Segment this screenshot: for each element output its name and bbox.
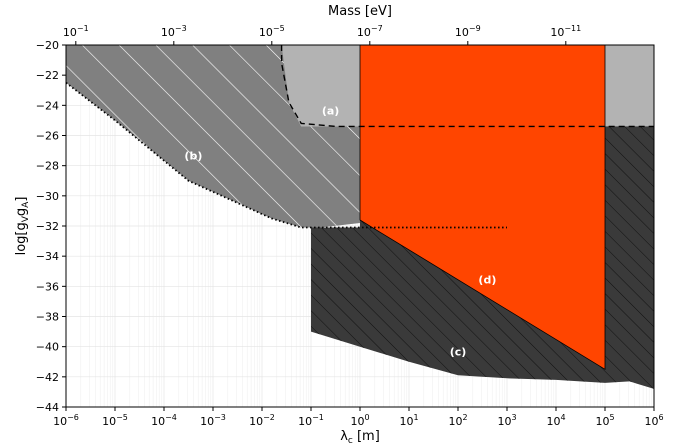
top-tick-label: 10−3 bbox=[161, 24, 187, 39]
x-axis-title: λc [m] bbox=[340, 429, 380, 446]
top-axis: 10−1 10−3 10−5 10−7 10−9 10−11 bbox=[63, 24, 581, 45]
top-tick-label: 10−11 bbox=[550, 24, 581, 39]
y-tick-label: −34 bbox=[36, 250, 59, 263]
region-1 bbox=[605, 45, 654, 127]
boundary-lines bbox=[66, 45, 654, 229]
x-tick-label: 104 bbox=[546, 413, 565, 428]
y-tick-label: −38 bbox=[36, 311, 59, 324]
y-axis: −20 −22 −24 −26 −28 −30 −32 −34 −36 −38 −40 −42 −44 bbox=[36, 39, 66, 414]
y-tick-label: −26 bbox=[36, 130, 59, 143]
top-tick-label: 10−5 bbox=[259, 24, 285, 39]
x-tick-label: 10−2 bbox=[249, 413, 275, 428]
x-tick-label: 10−1 bbox=[298, 413, 324, 428]
regions bbox=[66, 45, 654, 389]
x-tick-label: 10−6 bbox=[53, 413, 79, 428]
region-d-outline bbox=[359, 45, 606, 371]
y-tick-label: −36 bbox=[36, 280, 59, 293]
y-tick-label: −32 bbox=[36, 220, 59, 233]
region-labels: (a) (b) (c) (d) bbox=[184, 104, 496, 358]
region-label: (a) bbox=[322, 104, 339, 117]
dashed-boundary-line bbox=[280, 45, 654, 128]
region-label: (b) bbox=[184, 150, 202, 163]
y-tick-label: −22 bbox=[36, 69, 59, 82]
top-tick-label: 10−9 bbox=[455, 24, 481, 39]
y-axis-title: log[gVgA] bbox=[14, 197, 31, 256]
y-tick-label: −44 bbox=[36, 401, 59, 414]
y-tick-label: −40 bbox=[36, 341, 59, 354]
x-tick-label: 103 bbox=[497, 413, 516, 428]
x-tick-label: 100 bbox=[350, 413, 369, 428]
y-tick-label: −42 bbox=[36, 371, 59, 384]
region-label: (d) bbox=[478, 273, 496, 286]
x-tick-label: 102 bbox=[448, 413, 467, 428]
y-tick-label: −28 bbox=[36, 160, 59, 173]
y-tick-label: −20 bbox=[36, 39, 59, 52]
region-0 bbox=[281, 45, 360, 127]
x-axis: 10−6 10−5 10−4 10−3 10−2 10−1 100 101 102 103 104 1… bbox=[53, 407, 664, 428]
top-tick-label: 10−7 bbox=[357, 24, 383, 39]
dotted-boundary-line bbox=[66, 81, 507, 229]
top-axis-title: Mass [eV] bbox=[328, 4, 392, 19]
x-tick-label: 105 bbox=[595, 413, 614, 428]
y-tick-label: −24 bbox=[36, 99, 59, 112]
y-tick-label: −30 bbox=[36, 190, 59, 203]
region-hatch-2 bbox=[66, 45, 360, 228]
x-tick-label: 10−4 bbox=[151, 413, 177, 428]
region-label: (c) bbox=[450, 346, 467, 359]
top-tick-label: 10−1 bbox=[63, 24, 89, 39]
x-tick-label: 10−3 bbox=[200, 413, 226, 428]
x-tick-label: 101 bbox=[399, 413, 418, 428]
x-tick-label: 106 bbox=[644, 413, 663, 428]
x-tick-label: 10−5 bbox=[102, 413, 128, 428]
region-hatch-3 bbox=[311, 126, 654, 389]
